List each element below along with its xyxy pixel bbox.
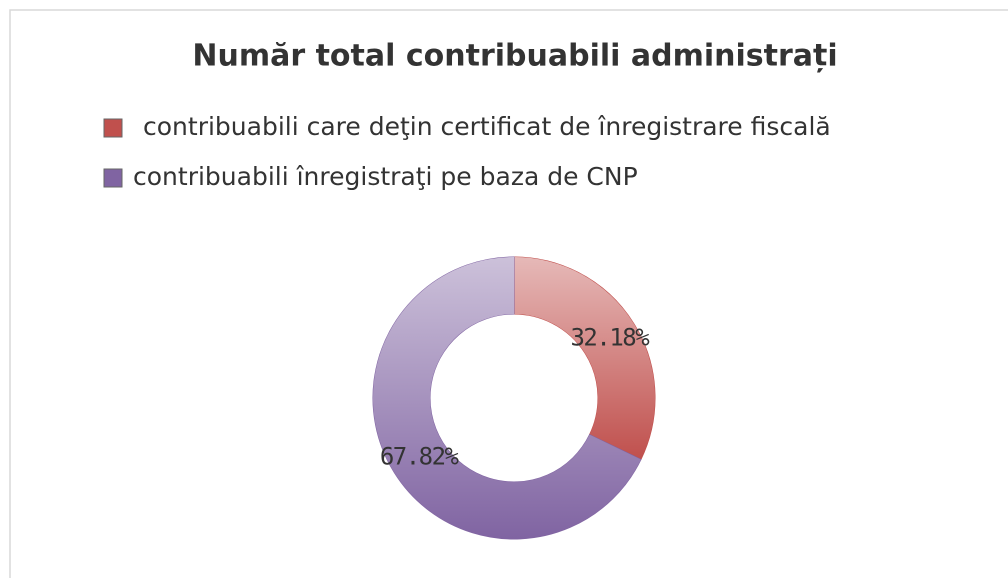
legend-swatch	[103, 168, 123, 188]
chart-title: Număr total contribuabili administrați	[192, 39, 837, 74]
data-label: 67.82%	[380, 443, 460, 471]
data-label: 32.18%	[570, 323, 650, 351]
slice-sheen	[372, 257, 641, 539]
legend-swatch	[103, 118, 123, 138]
slice-sheen	[514, 257, 655, 460]
legend-label: contribuabili înregistraţi pe baza de CN…	[133, 162, 638, 191]
legend-label: contribuabili care deţin certificat de î…	[143, 112, 831, 141]
